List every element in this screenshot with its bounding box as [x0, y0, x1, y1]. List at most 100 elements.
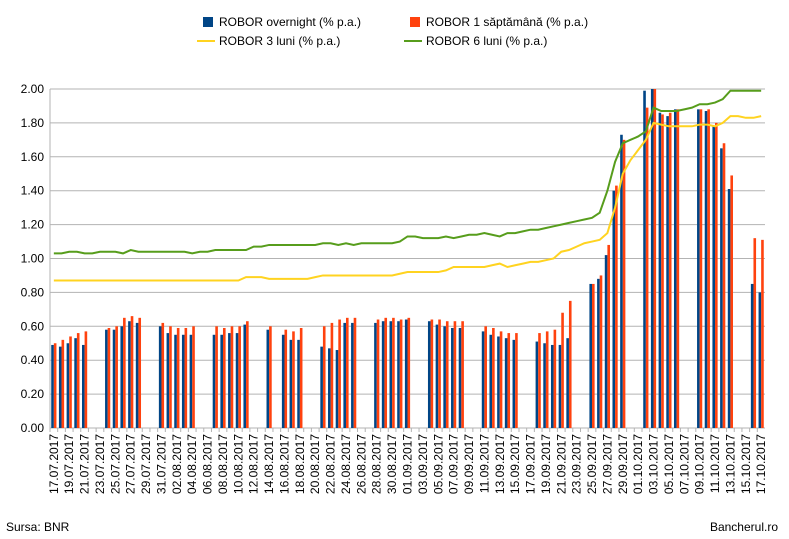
- bar: [481, 331, 485, 428]
- bar: [676, 109, 680, 428]
- bar: [135, 322, 139, 428]
- bar: [266, 329, 270, 428]
- x-tick-label: 21.09.2017: [554, 434, 568, 494]
- x-tick-label: 27.07.2017: [124, 434, 138, 494]
- bar: [292, 331, 295, 428]
- x-tick-label: 03.10.2017: [647, 434, 661, 494]
- bar: [604, 255, 608, 428]
- x-tick-label: 05.09.2017: [431, 434, 445, 494]
- bar: [61, 339, 65, 428]
- bar: [443, 326, 446, 428]
- bar: [76, 333, 80, 428]
- bar: [645, 107, 649, 429]
- bar: [322, 326, 326, 428]
- bar: [343, 322, 346, 428]
- x-tick-label: 15.10.2017: [739, 434, 753, 494]
- bar: [335, 350, 339, 428]
- bar: [592, 283, 595, 428]
- y-tick-label: 0.80: [21, 285, 45, 299]
- bar: [720, 148, 723, 428]
- bar: [281, 334, 285, 428]
- x-tick-label: 17.07.2017: [47, 434, 61, 494]
- x-tick-label: 19.09.2017: [539, 434, 553, 494]
- bar: [169, 326, 172, 428]
- bar: [697, 109, 700, 428]
- x-tick-label: 16.08.2017: [277, 434, 291, 494]
- bar: [492, 327, 495, 428]
- bar: [730, 175, 734, 428]
- x-tick-label: 22.08.2017: [324, 434, 338, 494]
- x-tick-label: 11.10.2017: [708, 434, 722, 493]
- bar: [558, 344, 562, 428]
- bar: [430, 319, 434, 428]
- bar: [397, 321, 400, 428]
- bar: [328, 348, 331, 428]
- line: [53, 115, 762, 282]
- bar: [597, 278, 600, 428]
- x-tick-label: 26.08.2017: [354, 434, 368, 494]
- y-tick-label: 2.00: [21, 82, 45, 96]
- bar: [427, 321, 431, 428]
- x-tick-label: 07.09.2017: [447, 434, 461, 494]
- bar: [543, 343, 546, 428]
- y-tick-label: 1.80: [21, 116, 45, 130]
- bar: [381, 321, 385, 428]
- bar: [568, 300, 572, 428]
- x-tick-label: 17.10.2017: [754, 434, 768, 494]
- bar: [715, 122, 718, 429]
- x-tick-label: 23.09.2017: [570, 434, 584, 494]
- bar: [353, 317, 357, 428]
- bar: [181, 334, 185, 428]
- x-tick-label: 07.10.2017: [677, 434, 691, 494]
- bar: [115, 326, 118, 428]
- bar: [392, 317, 395, 428]
- x-tick-label: 03.09.2017: [416, 434, 430, 494]
- bar: [220, 334, 223, 428]
- bar: [192, 326, 195, 428]
- bar: [545, 331, 549, 428]
- bar: [753, 238, 757, 428]
- bar: [661, 114, 664, 429]
- bar: [66, 343, 70, 428]
- bar: [445, 321, 449, 428]
- bar: [174, 334, 177, 428]
- x-tick-label: 27.09.2017: [600, 434, 614, 494]
- bar: [176, 327, 180, 428]
- x-tick-label: 10.08.2017: [231, 434, 245, 494]
- bar: [389, 321, 393, 428]
- bar: [704, 111, 708, 428]
- legend-label: ROBOR 3 luni (% p.a.): [219, 34, 340, 48]
- bar: [166, 333, 170, 428]
- y-tick-label: 1.20: [21, 218, 45, 232]
- legend-swatch: [410, 17, 420, 27]
- y-tick-label: 0.00: [21, 421, 45, 435]
- x-tick-label: 04.08.2017: [185, 434, 199, 494]
- x-tick-label: 14.08.2017: [262, 434, 276, 494]
- bar: [269, 326, 272, 428]
- x-tick-label: 08.08.2017: [216, 434, 230, 494]
- bar: [650, 89, 654, 428]
- bar: [538, 333, 541, 428]
- bar: [230, 326, 234, 428]
- bar: [722, 143, 726, 429]
- bar: [561, 312, 564, 428]
- bar: [620, 134, 623, 428]
- bar: [345, 317, 349, 428]
- bar: [53, 343, 57, 428]
- x-tick-label: 25.07.2017: [108, 434, 122, 494]
- bar: [643, 90, 646, 428]
- bar: [158, 326, 162, 428]
- x-tick-label: 30.08.2017: [385, 434, 399, 494]
- x-tick-label: 06.08.2017: [201, 434, 215, 494]
- bar: [668, 112, 672, 428]
- y-tick-label: 1.60: [21, 150, 45, 164]
- bar: [515, 333, 518, 428]
- bar: [384, 317, 388, 428]
- bar: [289, 339, 293, 428]
- bar: [84, 331, 88, 428]
- bar: [81, 344, 85, 428]
- x-tick-label: 01.09.2017: [401, 434, 415, 494]
- bar: [599, 275, 603, 428]
- bar: [351, 322, 354, 428]
- x-tick-label: 20.08.2017: [308, 434, 322, 494]
